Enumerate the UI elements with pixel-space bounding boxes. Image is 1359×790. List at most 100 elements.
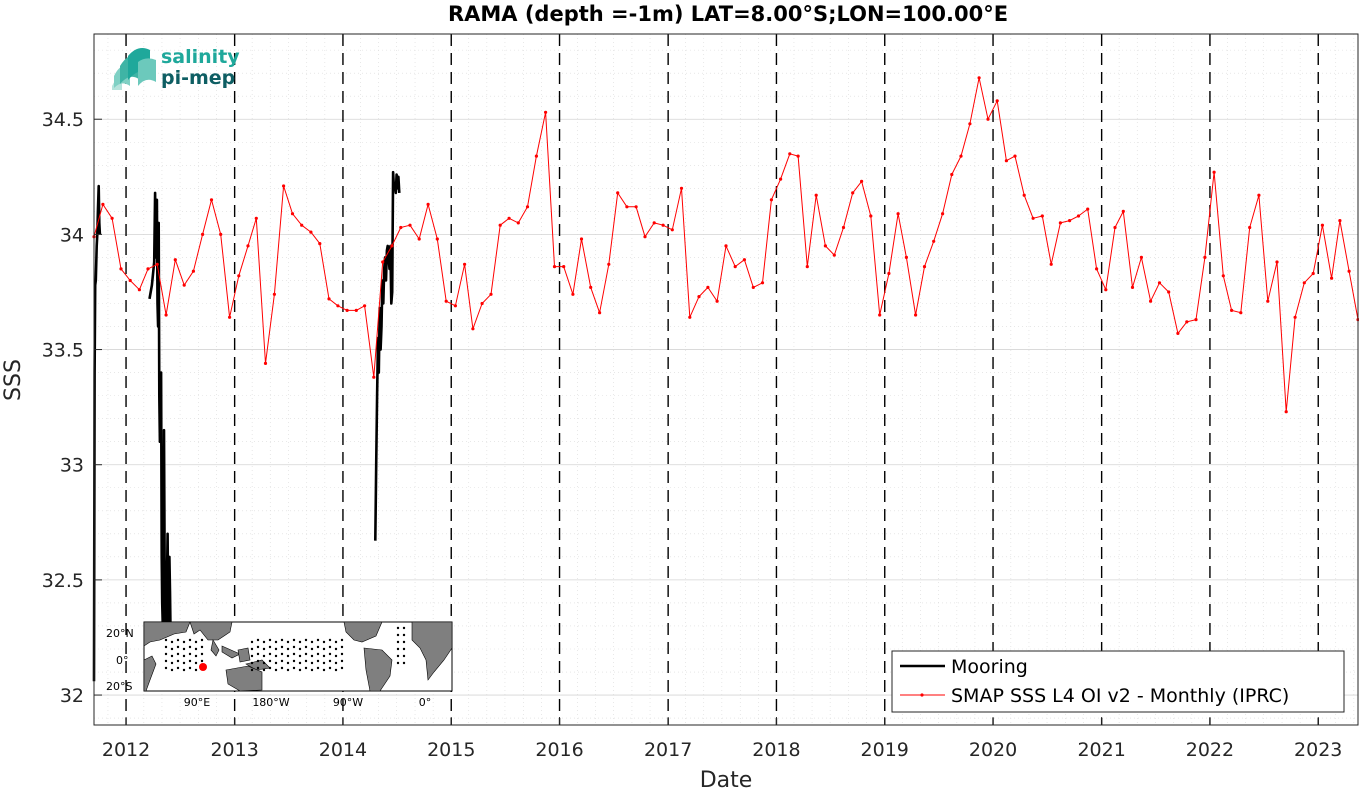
mooring-dot bbox=[188, 638, 192, 642]
smap-point bbox=[354, 308, 358, 312]
smap-point bbox=[1194, 318, 1198, 322]
mooring-dot bbox=[322, 654, 326, 658]
smap-point bbox=[1176, 331, 1180, 335]
smap-point bbox=[237, 274, 241, 278]
smap-point bbox=[399, 225, 403, 230]
smap-point bbox=[760, 281, 765, 285]
logo-line-1: salinity bbox=[161, 46, 240, 68]
smap-point bbox=[733, 265, 737, 269]
smap-point bbox=[327, 297, 331, 301]
mooring-dot bbox=[298, 640, 302, 644]
mooring-dot bbox=[250, 668, 254, 672]
grid-major bbox=[94, 118, 1358, 696]
mooring-dot bbox=[256, 652, 260, 656]
smap-point bbox=[390, 244, 394, 248]
smap-point bbox=[625, 205, 629, 209]
smap-point bbox=[1076, 214, 1081, 218]
mooring-dot bbox=[396, 661, 400, 665]
mooring-dot bbox=[322, 661, 326, 665]
mooring-dot bbox=[170, 668, 174, 672]
smap-point bbox=[1031, 216, 1035, 220]
mooring-dot bbox=[262, 654, 266, 658]
smap-point bbox=[381, 260, 385, 264]
mooring-dot bbox=[274, 647, 278, 651]
smap-point bbox=[616, 191, 620, 195]
smap-point bbox=[164, 313, 168, 317]
x-axis-ticks: 2012 2013 2014 2015 2016 2017 2018 2019 2020 2021… bbox=[102, 717, 1342, 761]
smap-point bbox=[1347, 269, 1351, 273]
inset-xlabel-90w: 90°W bbox=[333, 696, 363, 709]
x-tick-label: 2012 bbox=[102, 739, 150, 761]
mooring-dot bbox=[396, 633, 400, 637]
smap-point bbox=[246, 244, 250, 248]
mooring-dot bbox=[334, 661, 338, 665]
smap-point bbox=[1320, 223, 1324, 227]
mooring-dot bbox=[304, 638, 308, 642]
mooring-dot bbox=[170, 654, 174, 658]
inset-map-ocean bbox=[143, 621, 453, 692]
mooring-dot bbox=[328, 638, 332, 642]
mooring-dot bbox=[200, 645, 204, 649]
mooring-dot bbox=[310, 661, 314, 665]
smap-point bbox=[209, 198, 214, 202]
smap-point bbox=[318, 242, 322, 246]
mooring-dot bbox=[194, 668, 198, 672]
smap-point bbox=[516, 221, 520, 225]
smap-point bbox=[661, 223, 665, 227]
smap-point bbox=[679, 186, 684, 190]
y-tick-label: 33 bbox=[60, 455, 84, 477]
smap-point bbox=[805, 265, 809, 269]
smap-point bbox=[544, 110, 548, 114]
smap-point bbox=[552, 265, 557, 269]
mooring-dot bbox=[280, 638, 284, 642]
mooring-dot bbox=[334, 668, 338, 672]
legend-label-smap: SMAP SSS L4 OI v2 - Monthly (IPRC) bbox=[951, 685, 1289, 707]
mooring-dot bbox=[340, 659, 344, 663]
smap-point bbox=[1230, 308, 1234, 312]
smap-point bbox=[1058, 221, 1062, 225]
mooring-dot bbox=[164, 645, 168, 649]
smap-point bbox=[110, 216, 114, 220]
mooring-dot bbox=[310, 654, 314, 658]
mooring-dot bbox=[170, 640, 174, 644]
smap-point bbox=[1139, 255, 1143, 259]
mooring-dot bbox=[182, 654, 186, 658]
mooring-dot bbox=[402, 626, 406, 630]
series-smap bbox=[92, 76, 1359, 414]
mooring-dot bbox=[340, 638, 344, 642]
smap-point bbox=[182, 283, 186, 287]
smap-point bbox=[282, 184, 286, 188]
mooring-dot bbox=[176, 652, 180, 656]
smap-point bbox=[345, 308, 349, 312]
smap-point bbox=[453, 304, 457, 308]
smap-point bbox=[751, 285, 755, 289]
mooring-dot bbox=[250, 647, 254, 651]
smap-point bbox=[300, 223, 304, 227]
smap-point bbox=[950, 172, 954, 177]
smap-point bbox=[904, 255, 909, 259]
x-tick-label: 2014 bbox=[319, 739, 367, 761]
smap-point bbox=[137, 288, 141, 292]
mooring-dot bbox=[274, 640, 278, 644]
smap-point bbox=[1248, 225, 1252, 230]
smap-point bbox=[986, 117, 990, 121]
mooring-dot bbox=[182, 661, 186, 665]
mooring-dot bbox=[286, 668, 290, 672]
mooring-dot bbox=[188, 659, 192, 663]
smap-point bbox=[498, 223, 502, 227]
mooring-dot bbox=[316, 638, 320, 642]
mooring-dot bbox=[286, 654, 290, 658]
mooring-dot bbox=[280, 652, 284, 656]
mooring-dot bbox=[292, 652, 296, 656]
mooring-dot bbox=[274, 654, 278, 658]
mooring-dot bbox=[176, 666, 180, 670]
mooring-dot bbox=[286, 661, 290, 665]
smap-point bbox=[146, 267, 150, 271]
mooring-dot bbox=[200, 652, 204, 656]
smap-point bbox=[372, 375, 376, 379]
smap-point bbox=[119, 267, 123, 271]
mooring-dot bbox=[176, 638, 180, 642]
mooring-dot bbox=[298, 647, 302, 651]
inset-ylabel-0: 0° bbox=[116, 654, 129, 667]
smap-point bbox=[968, 122, 972, 126]
